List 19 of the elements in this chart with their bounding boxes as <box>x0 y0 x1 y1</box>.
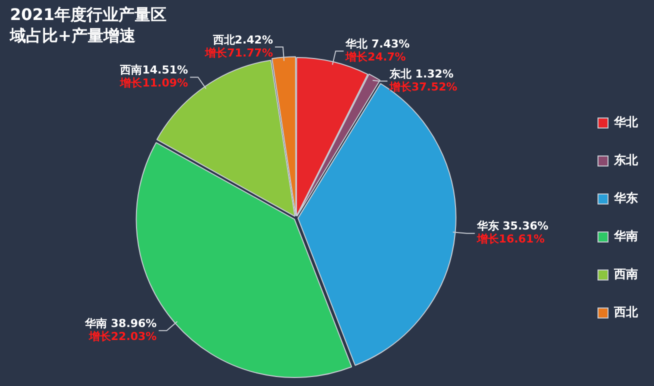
chart-title: 2021年度行业产量区域占比+产量增速 <box>10 4 168 46</box>
text: 增长22.03% <box>88 330 157 344</box>
text: 增长24.7% <box>346 50 406 64</box>
legend-label: 西南 <box>613 267 638 282</box>
data-label: 西北2.42% <box>212 33 273 46</box>
legend-label: 华南 <box>613 229 638 244</box>
legend-label: 东北 <box>613 153 639 168</box>
text: 增长37.52% <box>389 80 458 94</box>
text: 增长71.77% <box>205 46 273 60</box>
text: 增长16.61% <box>476 232 545 246</box>
data-label: 东北 1.32% <box>388 68 454 81</box>
legend-label: 华北 <box>613 115 639 130</box>
data-label: 华北 7.43% <box>344 38 410 51</box>
text: 增长11.09% <box>120 76 188 90</box>
data-label: 西南14.51% <box>119 64 188 77</box>
data-label: 华东 35.36% <box>476 220 548 233</box>
legend-label: 西北 <box>613 305 639 320</box>
legend-label: 华东 <box>613 191 638 206</box>
data-label: 华南 38.96% <box>84 317 157 330</box>
